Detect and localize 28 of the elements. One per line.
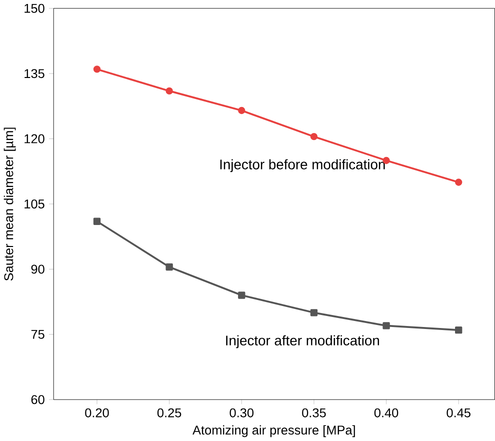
point	[455, 178, 462, 186]
point	[166, 263, 173, 271]
point	[166, 87, 173, 95]
y-tick-label: 75	[31, 330, 44, 339]
x-tick-label: 0.35	[302, 408, 326, 418]
x-axis-title: Atomizing air pressure [MPa]	[192, 425, 355, 438]
y-tick-label: 60	[31, 395, 44, 404]
x-tick-label: 0.40	[374, 408, 398, 418]
y-tick-label: 120	[24, 134, 44, 144]
point	[93, 66, 101, 73]
point	[382, 322, 390, 330]
y-tick-label: 135	[24, 69, 44, 78]
x-tick-label: 0.20	[85, 408, 109, 418]
series-label: Injector after modification	[226, 335, 379, 348]
point	[310, 309, 318, 316]
point	[238, 292, 246, 299]
y-tick-label: 105	[24, 200, 44, 208]
series-label: Injector before modification	[220, 159, 385, 172]
x-tick-label: 0.30	[230, 408, 254, 418]
y-tick-label: 90	[31, 264, 44, 274]
x-tick-label: 0.25	[157, 408, 182, 418]
y-axis-title: Sauter mean diameter [µm]	[4, 128, 16, 281]
point	[310, 133, 318, 140]
point	[93, 218, 101, 225]
y-tick-label: 150	[24, 4, 44, 13]
x-tick-label: 0.45	[446, 408, 470, 418]
point	[455, 326, 462, 334]
point	[238, 106, 246, 114]
